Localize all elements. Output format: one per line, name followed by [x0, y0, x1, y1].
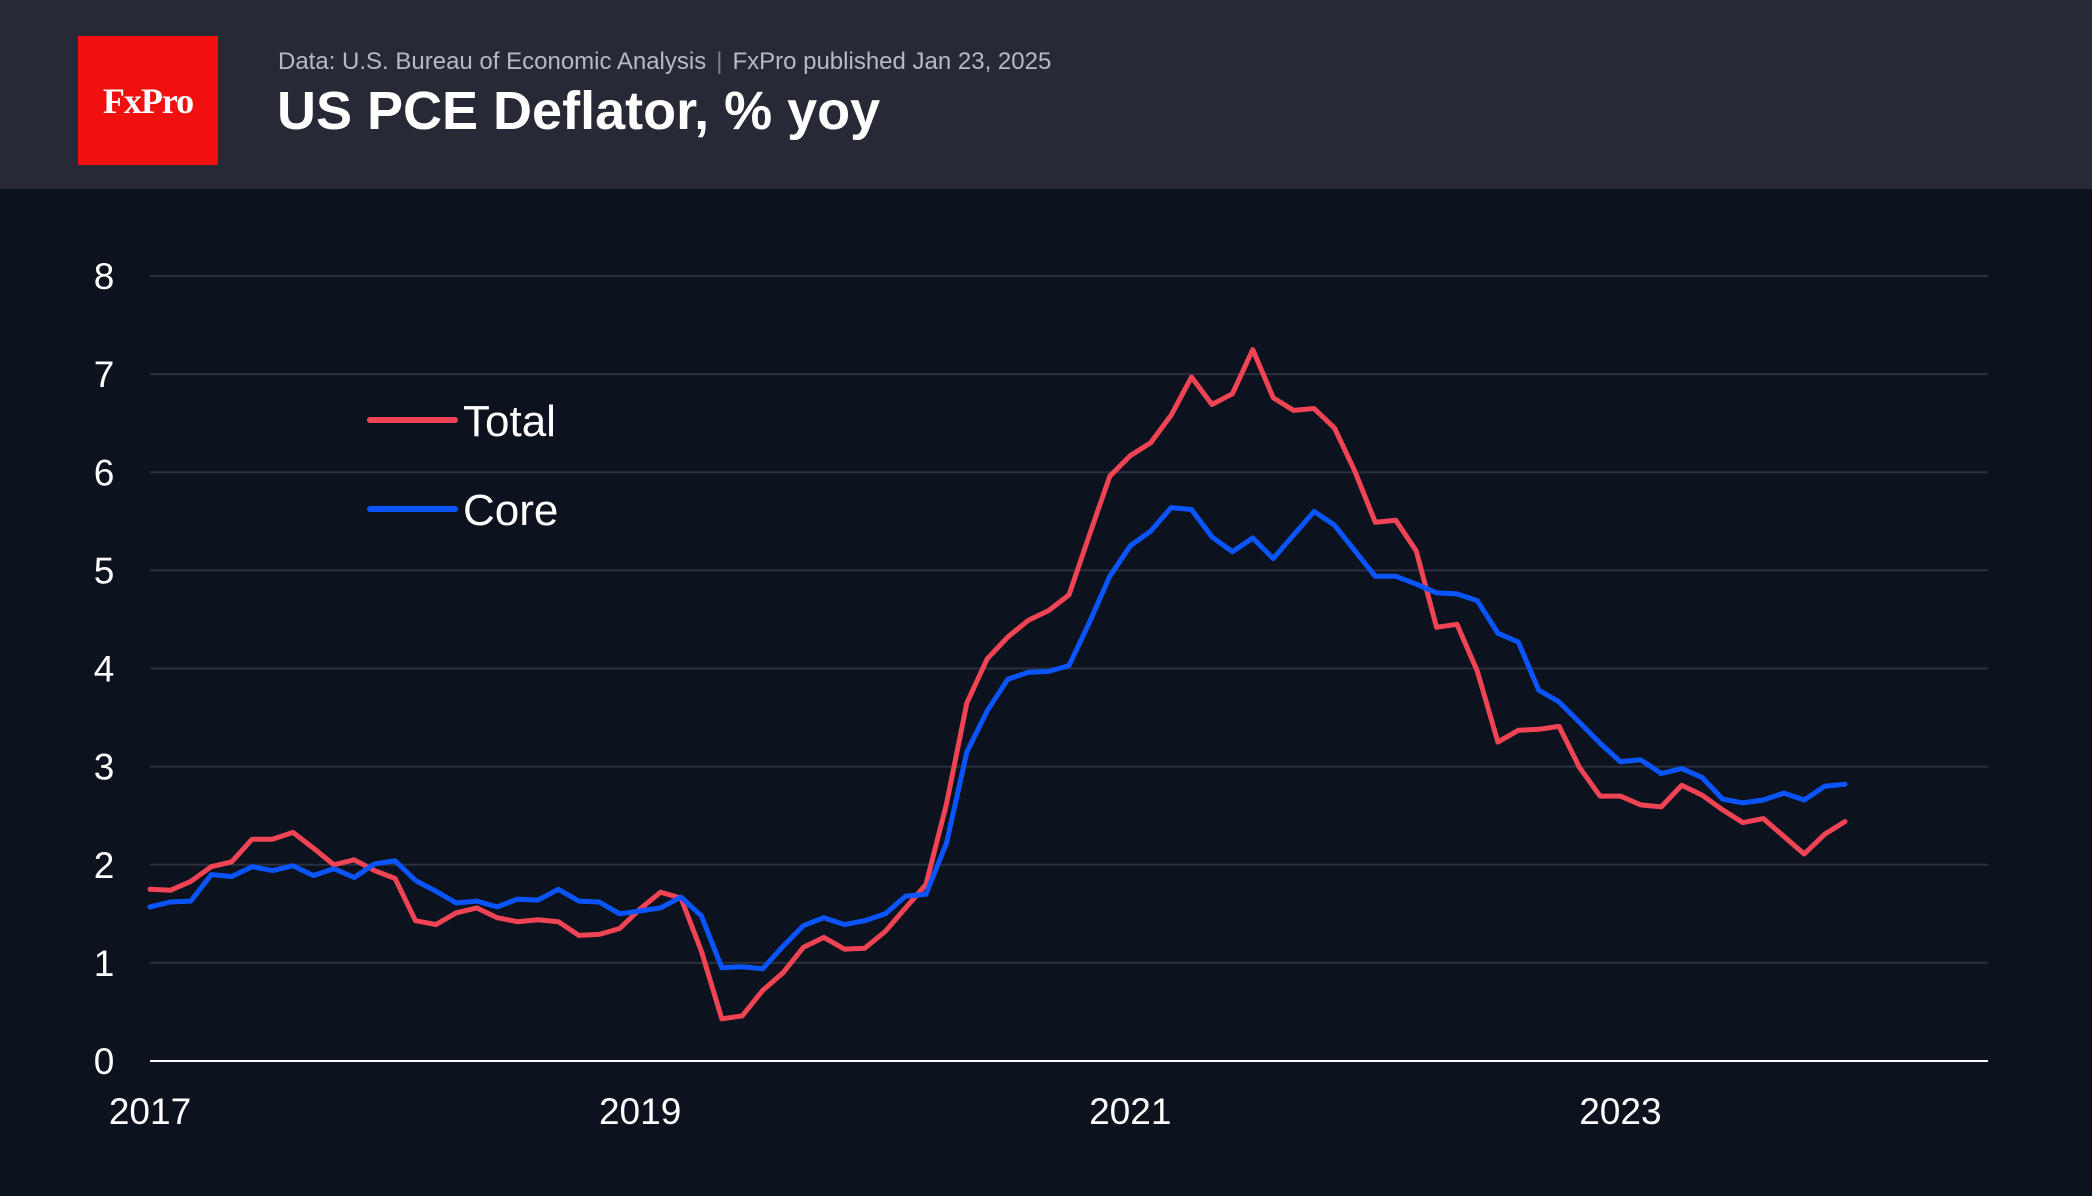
y-tick-label: 6 [94, 452, 115, 493]
y-tick-label: 1 [94, 943, 115, 984]
axis-layer: 0 1 2 3 4 5 6 7 8 2017 2019 2021 2023 [94, 256, 1988, 1132]
legend-label-total: Total [463, 397, 556, 446]
chart-title: US PCE Deflator, % yoy [277, 81, 881, 141]
data-source: Data: U.S. Bureau of Economic Analysis [278, 48, 707, 75]
y-tick-label: 5 [94, 550, 115, 591]
fxpro-logo: FxPro [78, 36, 218, 165]
x-tick-label: 2023 [1579, 1091, 1661, 1132]
logo-text: FxPro [102, 80, 194, 121]
legend-label-core: Core [463, 486, 558, 535]
x-tick-label: 2019 [599, 1091, 681, 1132]
series-layer [147, 347, 1848, 1022]
published-date: FxPro published Jan 23, 2025 [732, 48, 1052, 75]
legend: Total Core [367, 397, 558, 535]
y-tick-label: 8 [94, 256, 115, 297]
header-bar: FxPro Data: U.S. Bureau of Economic Anal… [0, 0, 2092, 189]
grid-layer [150, 275, 1988, 964]
meta-separator: | [716, 48, 723, 75]
y-tick-label: 0 [94, 1041, 115, 1082]
series-line-total [147, 347, 1848, 1022]
chart-meta: Data: U.S. Bureau of Economic Analysis | F… [278, 48, 1051, 76]
y-tick-label: 4 [94, 649, 115, 690]
y-tick-label: 7 [94, 354, 115, 395]
x-tick-label: 2021 [1089, 1091, 1171, 1132]
x-tick-label: 2017 [109, 1091, 191, 1132]
y-tick-label: 3 [94, 747, 115, 788]
y-tick-label: 2 [94, 845, 115, 886]
series-line-core [147, 505, 1848, 972]
